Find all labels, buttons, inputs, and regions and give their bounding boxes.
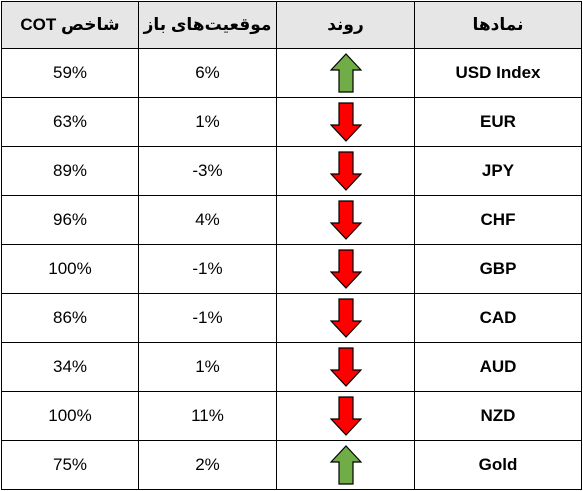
cot-index-cell: 100% [1,244,139,294]
open-positions-cell: 1% [138,97,277,147]
symbol-cell: USD Index [414,48,582,98]
table-row: 100% 11% NZD [1,391,582,441]
table-row: 100% -1% GBP [1,244,582,294]
down-arrow-shape [329,396,362,436]
header-symbols: نمادها [414,1,582,49]
open-positions-cell: 11% [138,391,277,441]
trend-cell [276,244,415,294]
down-arrow-shape [329,102,362,142]
header-cot-index: شاخص COT [1,1,139,49]
symbol-cell: EUR [414,97,582,147]
header-row: شاخص COT موقعیت‌های باز روند نمادها [1,1,582,49]
trend-cell [276,391,415,441]
open-positions-cell: 6% [138,48,277,98]
header-open-positions: موقعیت‌های باز [138,1,277,49]
down-arrow-icon [329,396,362,436]
cot-index-cell: 100% [1,391,139,441]
down-arrow-icon [329,200,362,240]
cot-index-cell: 86% [1,293,139,343]
down-arrow-shape [329,151,362,191]
trend-cell [276,440,415,490]
up-arrow-shape [329,53,362,93]
symbol-cell: JPY [414,146,582,196]
symbol-cell: Gold [414,440,582,490]
cot-index-cell: 59% [1,48,139,98]
table-row: 63% 1% EUR [1,97,582,147]
cot-index-cell: 34% [1,342,139,392]
cot-index-cell: 96% [1,195,139,245]
cot-index-cell: 63% [1,97,139,147]
down-arrow-shape [329,200,362,240]
open-positions-cell: 1% [138,342,277,392]
symbol-cell: CHF [414,195,582,245]
open-positions-cell: 2% [138,440,277,490]
up-arrow-icon [329,53,362,93]
open-positions-cell: 4% [138,195,277,245]
open-positions-cell: -3% [138,146,277,196]
table-row: 34% 1% AUD [1,342,582,392]
table-row: 96% 4% CHF [1,195,582,245]
down-arrow-icon [329,347,362,387]
down-arrow-icon [329,298,362,338]
trend-cell [276,342,415,392]
symbol-cell: CAD [414,293,582,343]
table-row: 75% 2% Gold [1,440,582,490]
trend-cell [276,146,415,196]
down-arrow-icon [329,249,362,289]
down-arrow-shape [329,249,362,289]
open-positions-cell: -1% [138,244,277,294]
symbol-cell: NZD [414,391,582,441]
open-positions-cell: -1% [138,293,277,343]
table-row: 89% -3% JPY [1,146,582,196]
down-arrow-shape [329,347,362,387]
cot-index-cell: 89% [1,146,139,196]
down-arrow-icon [329,151,362,191]
down-arrow-icon [329,102,362,142]
down-arrow-shape [329,298,362,338]
symbol-cell: AUD [414,342,582,392]
table-row: 59% 6% USD Index [1,48,582,98]
up-arrow-icon [329,445,362,485]
table-body: 59% 6% USD Index 63% 1% EUR 89% -3% JPY 96% 4% CHF 1… [1,48,582,490]
cot-index-cell: 75% [1,440,139,490]
up-arrow-shape [329,445,362,485]
trend-cell [276,97,415,147]
trend-cell [276,293,415,343]
trend-cell [276,48,415,98]
symbol-cell: GBP [414,244,582,294]
table-row: 86% -1% CAD [1,293,582,343]
trend-cell [276,195,415,245]
header-trend: روند [276,1,415,49]
